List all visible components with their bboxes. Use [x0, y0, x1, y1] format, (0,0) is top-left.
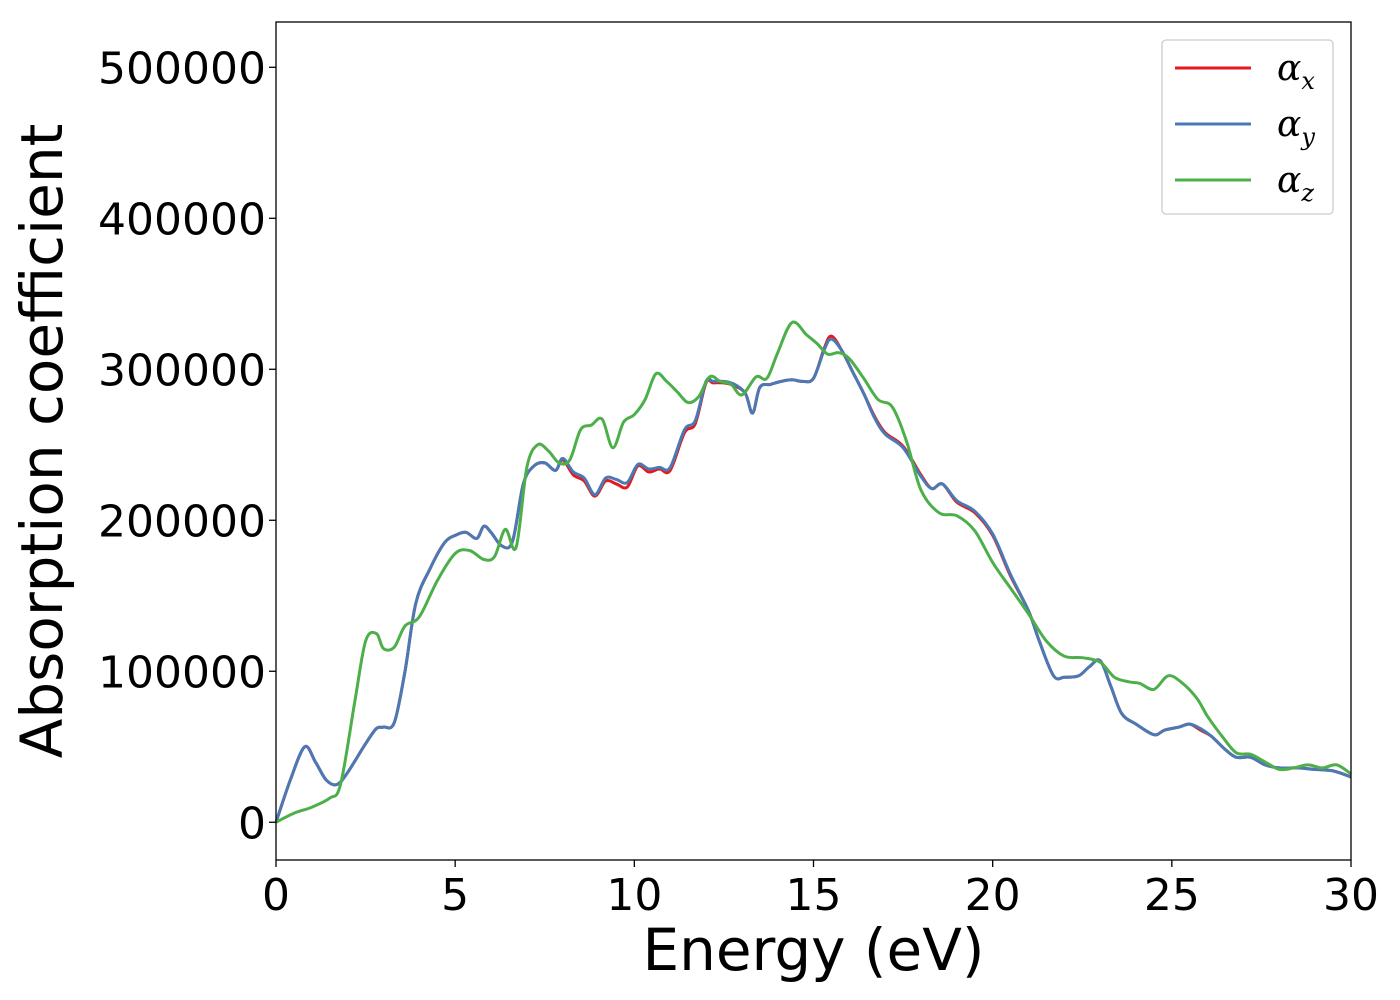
legend-label-base: α — [1277, 48, 1301, 89]
x-tick-label: 5 — [441, 870, 469, 921]
legend-label-alpha-x: αx — [1277, 48, 1315, 95]
legend-label-base: α — [1277, 104, 1301, 145]
legend-box — [1161, 39, 1334, 215]
x-axis-title: Energy (eV) — [642, 916, 984, 984]
y-tick-label: 0 — [238, 798, 266, 849]
legend-label-alpha-z: αz — [1277, 160, 1314, 207]
series-line-alpha-z — [275, 320, 1352, 824]
series-lines — [274, 320, 1352, 824]
y-tick-label: 100000 — [98, 647, 266, 698]
x-tick-label: 25 — [1144, 870, 1200, 921]
y-tick-label: 200000 — [98, 496, 266, 547]
legend-label-alpha-y: αy — [1277, 104, 1315, 151]
x-tick-label: 20 — [965, 870, 1021, 921]
y-tick-label: 400000 — [98, 194, 266, 245]
legend-label-subscript: y — [1300, 123, 1315, 151]
plot-area-frame — [275, 21, 1352, 861]
y-axis-ticks: 0 100000 200000 300000 400000 500000 — [98, 43, 276, 849]
legend-label-subscript: z — [1300, 179, 1314, 207]
series-line-alpha-y — [274, 337, 1352, 823]
legend-label-subscript: x — [1301, 67, 1315, 95]
x-tick-label: 0 — [262, 870, 290, 921]
y-axis-title: Absorption coefficient — [8, 124, 76, 759]
x-tick-label: 30 — [1323, 870, 1379, 921]
legend-label-base: α — [1277, 160, 1301, 201]
x-tick-label: 15 — [786, 870, 842, 921]
y-tick-label: 500000 — [98, 43, 266, 94]
y-tick-label: 300000 — [98, 345, 266, 396]
x-tick-label: 10 — [606, 870, 662, 921]
x-axis-ticks: 0 5 10 15 20 25 30 — [262, 860, 1379, 921]
